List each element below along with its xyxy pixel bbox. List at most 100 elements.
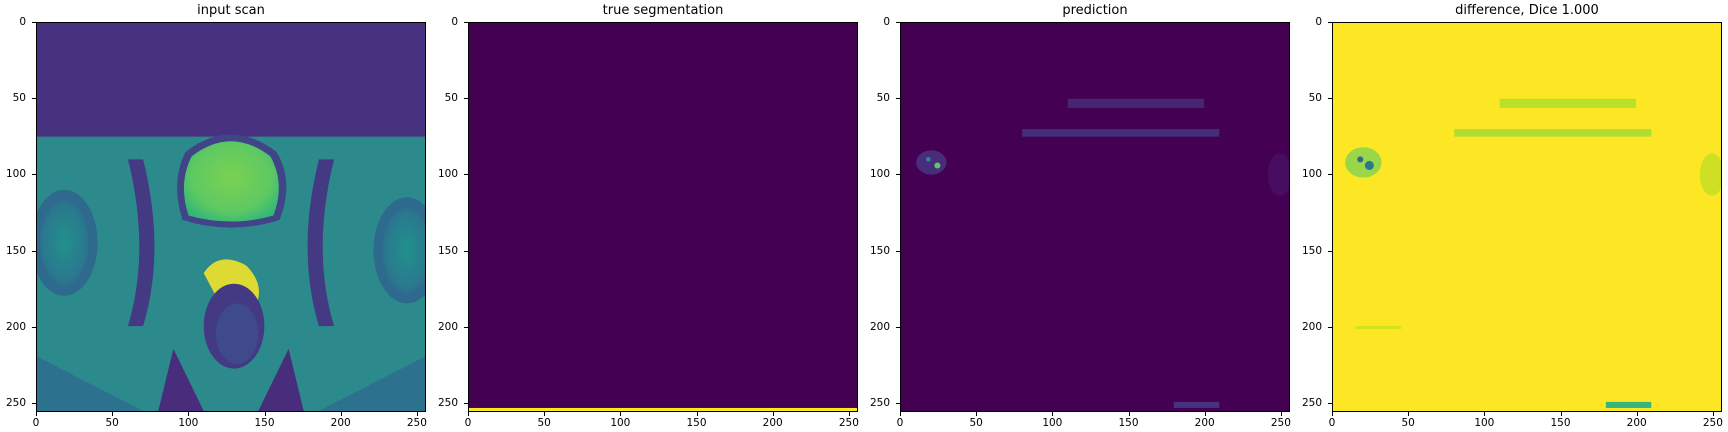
y-tick-label: 50	[12, 92, 26, 105]
y-tick-label: 150	[437, 244, 458, 257]
y-tick-mark	[464, 326, 468, 328]
x-tick-mark	[900, 412, 901, 416]
y-tick-mark	[464, 22, 468, 23]
x-tick-mark	[1280, 412, 1282, 416]
x-tick-mark	[340, 412, 342, 416]
x-tick-mark	[1204, 412, 1206, 416]
x-tick-mark	[1560, 412, 1562, 416]
x-tick-label: 200	[1626, 417, 1647, 429]
x-tick-mark	[1484, 412, 1486, 416]
y-tick-label: 0	[883, 16, 890, 28]
panel-title: input scan	[197, 3, 265, 18]
y-tick-label: 200	[437, 320, 458, 333]
y-tick-mark	[464, 98, 468, 100]
x-tick-mark	[416, 412, 418, 416]
x-tick-label: 200	[1194, 417, 1215, 429]
y-tick-label: 100	[1301, 168, 1322, 181]
x-tick-label: 250	[406, 417, 427, 429]
x-tick-label: 100	[1042, 417, 1063, 429]
x-tick-label: 0	[32, 417, 40, 429]
y-tick-label: 0	[1315, 16, 1322, 28]
x-tick-label: 100	[610, 417, 631, 429]
panel-title: difference, Dice 1.000	[1455, 3, 1599, 18]
x-tick-label: 150	[1550, 417, 1571, 429]
y-tick-mark	[896, 98, 900, 100]
y-tick-mark	[896, 22, 900, 23]
y-tick-mark	[896, 174, 900, 176]
difference-panel: difference, Dice 1.000 0 0 50 50 100 100 150 15…	[1296, 0, 1728, 432]
x-tick-mark	[36, 412, 37, 416]
y-tick-mark	[464, 402, 468, 404]
x-tick-label: 100	[178, 417, 199, 429]
input-scan-panel: input scan	[0, 0, 432, 432]
y-tick-mark	[1328, 174, 1332, 176]
y-tick-mark	[1328, 98, 1332, 100]
y-tick-mark	[1328, 22, 1332, 23]
x-tick-mark	[620, 412, 622, 416]
y-tick-mark	[32, 250, 36, 252]
y-tick-mark	[896, 250, 900, 252]
x-tick-mark	[1408, 412, 1410, 416]
y-tick-mark	[464, 174, 468, 176]
y-tick-mark	[32, 98, 36, 100]
x-tick-label: 0	[1328, 417, 1336, 429]
x-tick-mark	[544, 412, 546, 416]
y-tick-mark	[896, 326, 900, 328]
y-tick-label: 100	[437, 168, 458, 181]
panel-title: true segmentation	[602, 3, 724, 18]
x-tick-mark	[696, 412, 698, 416]
x-tick-label: 50	[1401, 417, 1415, 429]
x-tick-mark	[188, 412, 190, 416]
x-tick-label: 100	[1474, 417, 1495, 429]
y-tick-label: 250	[437, 396, 458, 409]
x-tick-mark	[848, 412, 850, 416]
x-tick-label: 200	[330, 417, 351, 429]
y-tick-label: 0	[19, 16, 26, 28]
image-plot	[36, 22, 426, 412]
y-tick-mark	[1328, 402, 1332, 404]
x-tick-mark	[112, 412, 114, 416]
y-tick-mark	[1328, 250, 1332, 252]
x-tick-label: 0	[464, 417, 472, 429]
y-tick-label: 200	[1301, 320, 1322, 333]
y-tick-label: 250	[1301, 396, 1322, 409]
true-segmentation-panel: true segmentation 0 0 50 50 100 100 150 150 200 2…	[432, 0, 864, 432]
y-tick-label: 100	[5, 168, 26, 181]
x-tick-mark	[264, 412, 266, 416]
y-tick-label: 150	[869, 244, 890, 257]
x-tick-label: 150	[686, 417, 707, 429]
y-tick-label: 0	[451, 16, 458, 28]
x-tick-mark	[1636, 412, 1638, 416]
x-tick-mark	[976, 412, 978, 416]
y-tick-label: 200	[5, 320, 26, 333]
y-tick-mark	[32, 402, 36, 404]
x-tick-mark	[772, 412, 774, 416]
x-tick-label: 200	[762, 417, 783, 429]
prediction-panel: prediction 0 0 50 50 100 100 150 150 200 200 250 25…	[864, 0, 1296, 432]
x-tick-mark	[468, 412, 469, 416]
y-tick-mark	[32, 174, 36, 176]
y-tick-mark	[464, 250, 468, 252]
x-tick-label: 150	[254, 417, 275, 429]
y-tick-label: 150	[5, 244, 26, 257]
y-tick-label: 250	[5, 396, 26, 409]
x-tick-label: 0	[896, 417, 904, 429]
y-tick-mark	[32, 326, 36, 328]
x-tick-label: 250	[838, 417, 859, 429]
image-plot	[1332, 22, 1722, 412]
y-tick-label: 150	[1301, 244, 1322, 257]
y-tick-label: 200	[869, 320, 890, 333]
y-tick-label: 50	[444, 92, 458, 105]
y-tick-label: 100	[869, 168, 890, 181]
y-tick-label: 250	[869, 396, 890, 409]
y-tick-label: 50	[876, 92, 890, 105]
x-tick-mark	[1332, 412, 1333, 416]
x-tick-label: 50	[537, 417, 551, 429]
y-tick-mark	[896, 402, 900, 404]
x-tick-mark	[1052, 412, 1054, 416]
x-tick-mark	[1128, 412, 1130, 416]
x-tick-mark	[1712, 412, 1714, 416]
x-tick-label: 50	[105, 417, 119, 429]
x-tick-label: 150	[1118, 417, 1139, 429]
y-tick-mark	[1328, 326, 1332, 328]
